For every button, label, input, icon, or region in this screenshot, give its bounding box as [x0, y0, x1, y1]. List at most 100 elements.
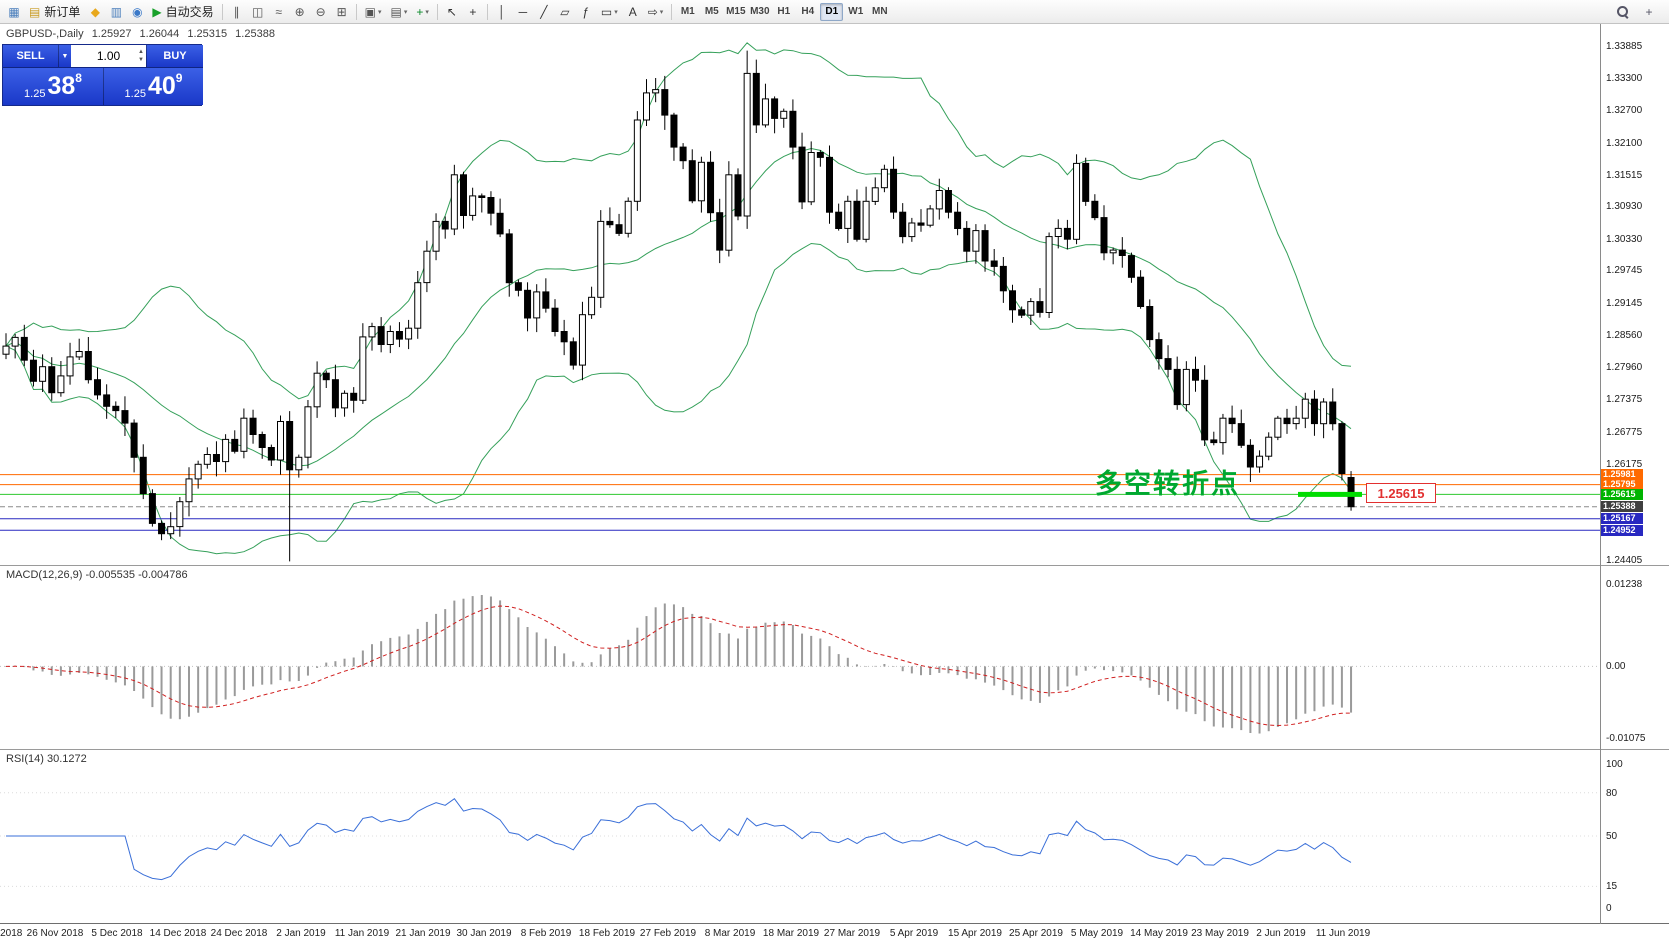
one-click-trading-panel: SELL ▼ 1.00 ▲ ▼ BUY 1.25 38 8 1.25 40 9	[2, 44, 203, 106]
profiles-button[interactable]: ▤ ▾	[386, 2, 411, 22]
ohlc-low: 1.25315	[187, 28, 228, 40]
channel-button[interactable]: ▱	[555, 2, 575, 22]
toolbar-separator	[671, 3, 673, 20]
price-level-tag: 1.25981	[1601, 469, 1643, 480]
timeframe-h4[interactable]: H4	[801, 6, 815, 17]
zoom-out-button[interactable]: ⊖	[311, 2, 331, 22]
toolbar-separator	[486, 3, 488, 20]
new-chart-button[interactable]: ▣ ▾	[361, 2, 386, 22]
price-scale-tick: 1.33300	[1606, 73, 1643, 84]
arrows-icon: ⇨	[647, 4, 658, 19]
timeframe-m15[interactable]: M15	[726, 6, 746, 17]
rsi-panel: RSI(14) 30.1272 100 80 50 15 0	[0, 750, 1669, 924]
timeframe-w1[interactable]: W1	[848, 6, 864, 17]
volume-input[interactable]: 1.00 ▲ ▼	[71, 45, 146, 67]
timeframe-m1[interactable]: M1	[680, 6, 695, 17]
market-button[interactable]: ◆	[85, 2, 105, 22]
macd-chart-svg[interactable]	[0, 566, 1600, 750]
shapes-button[interactable]: ▭ ▾	[597, 2, 622, 22]
volume-spinner[interactable]: ▲ ▼	[138, 49, 144, 63]
turning-point-annotation: 多空转折点	[1095, 469, 1240, 499]
time-axis-label: 30 Jan 2019	[456, 928, 512, 939]
volume-value: 1.00	[96, 49, 121, 63]
candlestick-chart-button[interactable]: ◫	[248, 2, 268, 22]
new-chart-icon: ▣	[364, 4, 376, 19]
timeframe-mn[interactable]: MN	[872, 6, 888, 17]
price-chart-panel: GBPUSD-,Daily 1.25927 1.26044 1.25315 1.…	[0, 24, 1669, 566]
bar-chart-button[interactable]: ∥	[227, 2, 247, 22]
zoom-in-button[interactable]: ⊕	[290, 2, 310, 22]
cursor-button[interactable]: ↖	[442, 2, 462, 22]
sell-button[interactable]: 1.25 38 8	[3, 67, 103, 105]
tile-windows-icon: ⊞	[336, 4, 347, 19]
charts-button[interactable]: ▥	[106, 2, 126, 22]
buy-button[interactable]: 1.25 40 9	[103, 67, 203, 105]
rsi-chart-svg[interactable]	[0, 750, 1600, 924]
timeframe-h1[interactable]: H1	[777, 6, 791, 17]
trendline-icon: ╱	[540, 4, 548, 19]
sell-label[interactable]: SELL	[3, 45, 58, 67]
ohlc-close: 1.25388	[235, 28, 275, 40]
text-button[interactable]: A	[623, 2, 643, 22]
bar-chart-icon: ∥	[233, 4, 240, 19]
new-order-button[interactable]: ▤ 新订单	[25, 2, 84, 22]
arrows-button[interactable]: ⇨ ▾	[644, 2, 668, 22]
zoom-in-icon: ⊕	[294, 4, 305, 19]
rsi-scale-tick: 80	[1606, 788, 1618, 799]
price-scale-tick: 1.29745	[1606, 265, 1643, 276]
time-axis-label: 14 May 2019	[1130, 928, 1188, 939]
auto-trading-button[interactable]: ▶ 自动交易	[148, 2, 217, 22]
tile-windows-button[interactable]: ⊞	[332, 2, 352, 22]
crosshair-button[interactable]: +	[463, 2, 483, 22]
candlestick-chart-icon: ◫	[251, 4, 264, 19]
timeframe-d1[interactable]: D1	[820, 2, 844, 21]
community-icon: ◉	[132, 4, 143, 19]
time-axis-label: 24 Dec 2018	[210, 928, 268, 939]
time-axis-label: 26 Nov 2018	[26, 928, 84, 939]
macd-scale-tick: 0.01238	[1606, 579, 1643, 590]
terminal-icon: ▦	[8, 4, 20, 19]
add-chart-button[interactable]: +	[1639, 2, 1659, 22]
line-chart-button[interactable]: ≈	[269, 2, 289, 22]
fibonacci-button[interactable]: ƒ	[576, 2, 596, 22]
time-axis-label: 2 Jan 2019	[276, 928, 326, 939]
trendline-button[interactable]: ╱	[534, 2, 554, 22]
buy-label[interactable]: BUY	[146, 45, 203, 67]
price-level-label: 1.25615	[1366, 483, 1436, 503]
toolbar-right-group: +	[1612, 2, 1665, 22]
price-scale-tick: 1.28560	[1606, 330, 1643, 341]
buy-price-big: 40	[147, 72, 176, 100]
time-axis-label: 5 Apr 2019	[889, 928, 939, 939]
search-button[interactable]	[1612, 2, 1633, 22]
price-chart-svg[interactable]	[0, 24, 1600, 566]
price-scale-tick: 1.32700	[1606, 105, 1643, 116]
charts-icon: ▥	[110, 4, 123, 19]
add-chart-icon: +	[1645, 4, 1653, 19]
macd-signal-line	[5, 605, 1352, 727]
horizontal-line-button[interactable]: ─	[513, 2, 533, 22]
terminal-button[interactable]: ▦	[4, 2, 24, 22]
indicators-button[interactable]: + ▾	[412, 2, 433, 22]
indicators-icon: +	[416, 4, 424, 19]
market-icon: ◆	[90, 4, 100, 19]
vertical-line-button[interactable]: │	[492, 2, 512, 22]
price-scale-tick: 1.24405	[1606, 555, 1643, 566]
volume-dropdown-caret-icon[interactable]: ▼	[58, 45, 71, 67]
ohlc-open: 1.25927	[91, 28, 132, 40]
toolbar-separator	[436, 3, 438, 20]
macd-scale-tick: -0.01075	[1606, 733, 1646, 744]
time-axis-label: 18 Mar 2019	[762, 928, 820, 939]
timeframe-m5[interactable]: M5	[704, 6, 719, 17]
profiles-icon: ▤	[390, 4, 402, 19]
crosshair-icon: +	[469, 4, 477, 19]
community-button[interactable]: ◉	[127, 2, 147, 22]
new-order-icon: ▤	[29, 4, 41, 19]
cursor-icon: ↖	[446, 4, 457, 19]
timeframe-m30[interactable]: M30	[750, 6, 770, 17]
price-level-tag: 1.25167	[1601, 513, 1643, 524]
price-level-tag: 1.25388	[1601, 501, 1643, 512]
search-icon	[1616, 5, 1629, 18]
macd-label: MACD(12,26,9) -0.005535 -0.004786	[6, 569, 188, 581]
time-axis-label: 11 Jan 2019	[334, 928, 390, 939]
